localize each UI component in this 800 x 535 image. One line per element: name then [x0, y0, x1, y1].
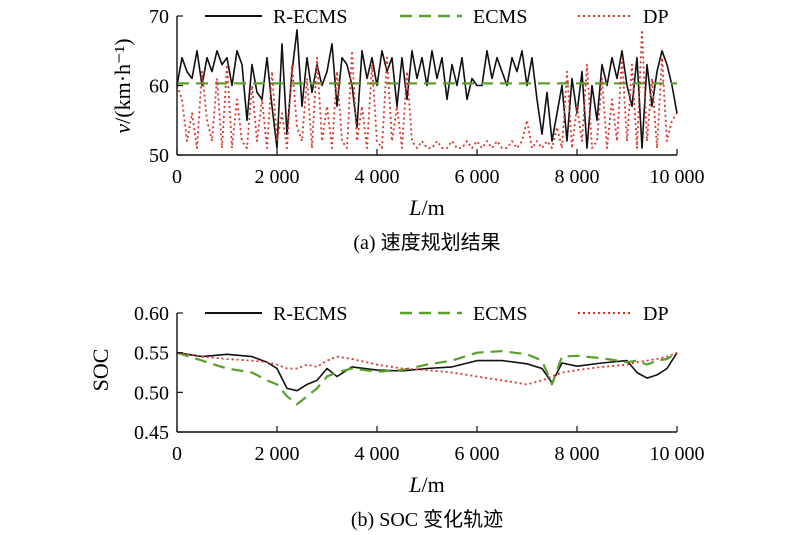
x-tick-label: 10 000 — [650, 443, 705, 465]
series-line-r-ecms — [176, 29, 678, 149]
legend-label-r-ecms: R-ECMS — [273, 6, 347, 28]
series-line-ecms — [176, 350, 678, 406]
x-tick-label: 2 000 — [255, 443, 300, 465]
legend-label-ecms: ECMS — [473, 6, 527, 28]
speed-chart: 0 2 000 4 000 6 000 8 000 10 000 50 60 70 R-ECMS… — [110, 6, 705, 254]
speed-plot-area — [176, 28, 678, 150]
soc-chart: 0 2 000 4 000 6 000 8 000 10 000 0.45 0.50 0.55 0… — [88, 303, 705, 531]
x-tick-label: 8 000 — [555, 443, 600, 465]
soc-plot-area — [176, 350, 678, 406]
soc-x-axis-label: L/m — [408, 472, 444, 497]
legend-label-ecms: ECMS — [473, 303, 527, 325]
x-tick-label: 0 — [172, 443, 182, 465]
speed-y-axis-label: v/(km·h⁻¹) — [110, 38, 135, 133]
legend-label-r-ecms: R-ECMS — [273, 303, 347, 325]
x-tick-label: 0 — [172, 166, 182, 188]
x-tick-label: 6 000 — [455, 443, 500, 465]
speed-caption: (a) 速度规划结果 — [353, 231, 500, 254]
series-line-dp — [176, 351, 678, 386]
x-tick-label: 4 000 — [355, 166, 400, 188]
series-line-dp — [176, 28, 678, 150]
soc-legend: R-ECMS ECMS DP — [205, 303, 669, 325]
speed-legend: R-ECMS ECMS DP — [205, 6, 669, 28]
y-tick-label: 0.55 — [134, 343, 169, 365]
soc-axes: 0 2 000 4 000 6 000 8 000 10 000 0.45 0.50 0.55 0… — [134, 303, 705, 465]
soc-y-axis-label: SOC — [88, 349, 113, 392]
x-tick-label: 8 000 — [555, 166, 600, 188]
y-tick-label: 0.60 — [134, 303, 169, 325]
y-tick-label: 50 — [149, 145, 169, 167]
y-tick-label: 0.50 — [134, 382, 169, 404]
y-tick-label: 60 — [149, 76, 169, 98]
soc-caption: (b) SOC 变化轨迹 — [351, 508, 503, 531]
y-tick-label: 70 — [149, 6, 169, 28]
x-tick-label: 2 000 — [255, 166, 300, 188]
legend-label-dp: DP — [643, 6, 669, 28]
y-tick-label: 0.45 — [134, 422, 169, 444]
x-tick-label: 4 000 — [355, 443, 400, 465]
x-tick-label: 10 000 — [650, 166, 705, 188]
x-tick-label: 6 000 — [455, 166, 500, 188]
speed-x-axis-label: L/m — [408, 195, 444, 220]
speed-axes: 0 2 000 4 000 6 000 8 000 10 000 50 60 70 — [149, 6, 705, 188]
legend-label-dp: DP — [643, 303, 669, 325]
series-line-r-ecms — [176, 351, 678, 392]
